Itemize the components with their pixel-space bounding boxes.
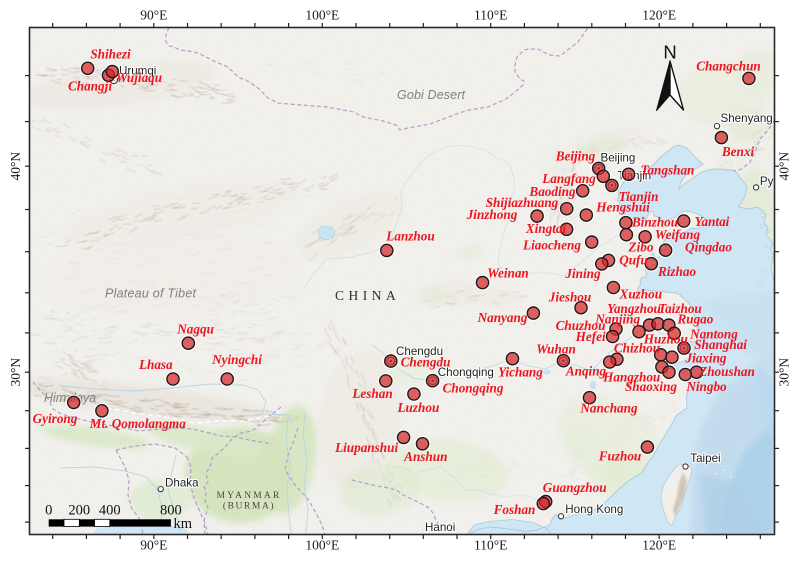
svg-text:Shanghai: Shanghai [694, 337, 747, 352]
svg-text:Xingtai: Xingtai [525, 221, 567, 236]
svg-text:Wuhan: Wuhan [536, 342, 576, 357]
svg-text:Foshan: Foshan [493, 502, 536, 517]
svg-text:200: 200 [68, 503, 90, 519]
svg-text:Shenyang: Shenyang [721, 112, 773, 125]
svg-text:(BURMA): (BURMA) [223, 501, 275, 512]
svg-text:Yantai: Yantai [695, 214, 730, 229]
svg-text:Nanchang: Nanchang [579, 401, 638, 416]
svg-text:Jinzhong: Jinzhong [466, 207, 518, 222]
svg-text:Xuzhou: Xuzhou [619, 287, 663, 302]
svg-text:Hong Kong: Hong Kong [565, 503, 623, 516]
svg-text:Chongqing: Chongqing [443, 381, 504, 396]
svg-text:Qingdao: Qingdao [685, 240, 732, 255]
svg-text:Ningbo: Ningbo [685, 379, 727, 394]
svg-text:CHINA: CHINA [335, 288, 400, 303]
svg-text:Liaocheng: Liaocheng [522, 238, 581, 253]
svg-text:Langfang: Langfang [541, 171, 596, 186]
svg-text:Gobi Desert: Gobi Desert [397, 88, 466, 102]
svg-text:Tianjin: Tianjin [619, 189, 659, 204]
svg-text:Anshun: Anshun [403, 449, 447, 464]
svg-text:Chengdu: Chengdu [396, 345, 443, 358]
svg-text:90°E: 90°E [140, 8, 167, 23]
svg-text:Huzhou: Huzhou [643, 332, 688, 347]
svg-text:Yangzhou: Yangzhou [607, 301, 661, 316]
svg-text:Qufu: Qufu [619, 253, 648, 268]
svg-text:120°E: 120°E [642, 538, 676, 553]
svg-text:Liupanshui: Liupanshui [334, 440, 398, 455]
svg-text:Changchun: Changchun [696, 59, 761, 74]
svg-text:Nanjing: Nanjing [594, 312, 640, 327]
svg-text:Plateau of Tibet: Plateau of Tibet [105, 287, 197, 301]
svg-text:Dhaka: Dhaka [165, 477, 199, 490]
svg-text:Fuzhou: Fuzhou [598, 449, 642, 464]
svg-text:Baoding: Baoding [528, 184, 576, 199]
svg-text:Taipei: Taipei [690, 452, 720, 465]
svg-text:MYANMAR: MYANMAR [216, 491, 281, 501]
svg-text:40°N: 40°N [777, 152, 792, 181]
svg-text:Lhasa: Lhasa [138, 357, 173, 372]
svg-text:km: km [174, 516, 193, 532]
svg-text:Urumqi: Urumqi [119, 65, 156, 78]
svg-text:Shijiazhuang: Shijiazhuang [486, 195, 559, 210]
svg-text:Chengdu: Chengdu [401, 355, 451, 370]
svg-text:400: 400 [99, 503, 121, 519]
svg-text:Weifang: Weifang [655, 227, 701, 242]
svg-text:Taizhou: Taizhou [658, 301, 702, 316]
svg-text:110°E: 110°E [474, 538, 507, 553]
svg-text:Nantong: Nantong [689, 327, 738, 342]
svg-text:N: N [663, 42, 676, 63]
svg-text:Guangzhou: Guangzhou [543, 480, 607, 495]
svg-text:Mt. Qomolangma: Mt. Qomolangma [89, 416, 186, 431]
svg-text:Chizhou: Chizhou [614, 341, 660, 356]
svg-text:Changji: Changji [68, 79, 112, 94]
svg-text:Gyirong: Gyirong [33, 411, 78, 426]
svg-text:Hanoi: Hanoi [425, 521, 455, 534]
svg-text:Shihezi: Shihezi [90, 47, 131, 62]
svg-text:Pyongyang: Pyongyang [760, 175, 800, 188]
svg-text:Beijing: Beijing [555, 149, 596, 164]
svg-text:Zhoushan: Zhoushan [698, 364, 755, 379]
svg-text:100°E: 100°E [305, 8, 339, 23]
svg-text:Weinan: Weinan [487, 266, 529, 281]
svg-text:30°N: 30°N [8, 358, 23, 387]
svg-text:Shaoxing: Shaoxing [625, 379, 677, 394]
svg-text:Chuzhou: Chuzhou [556, 318, 606, 333]
svg-text:Hefei: Hefei [575, 329, 606, 344]
svg-text:40°N: 40°N [8, 152, 23, 181]
svg-text:Nyingchi: Nyingchi [211, 352, 262, 367]
svg-text:Jiaxing: Jiaxing [684, 351, 726, 366]
svg-text:Yichang: Yichang [498, 365, 543, 380]
svg-text:Nanyang: Nanyang [477, 310, 528, 325]
svg-text:Chongqing: Chongqing [438, 366, 494, 379]
svg-text:0: 0 [45, 503, 52, 519]
svg-text:Anqing: Anqing [565, 364, 607, 379]
svg-text:Hengshui: Hengshui [595, 200, 650, 215]
svg-text:110°E: 110°E [474, 8, 507, 23]
svg-text:Zibo: Zibo [628, 240, 654, 255]
svg-text:120°E: 120°E [642, 8, 676, 23]
svg-text:Luzhou: Luzhou [397, 400, 440, 415]
svg-text:Rizhao: Rizhao [657, 264, 697, 279]
svg-text:800: 800 [160, 503, 182, 519]
svg-text:Hangzhou: Hangzhou [602, 370, 660, 385]
svg-text:Wujiaqu: Wujiaqu [116, 70, 162, 85]
svg-text:Binzhou: Binzhou [631, 215, 678, 230]
svg-text:100°E: 100°E [305, 538, 339, 553]
svg-text:Jieshou: Jieshou [548, 290, 592, 305]
svg-text:30°N: 30°N [777, 358, 792, 387]
svg-text:90°E: 90°E [140, 538, 167, 553]
svg-text:Jining: Jining [564, 266, 601, 281]
svg-text:Leshan: Leshan [351, 386, 392, 401]
svg-text:Nagqu: Nagqu [176, 322, 214, 337]
svg-text:Benxi: Benxi [721, 144, 755, 159]
svg-text:Tangshan: Tangshan [641, 163, 695, 178]
svg-text:Rugao: Rugao [676, 312, 713, 327]
svg-text:Beijing: Beijing [601, 152, 636, 165]
svg-text:Lanzhou: Lanzhou [385, 229, 434, 244]
